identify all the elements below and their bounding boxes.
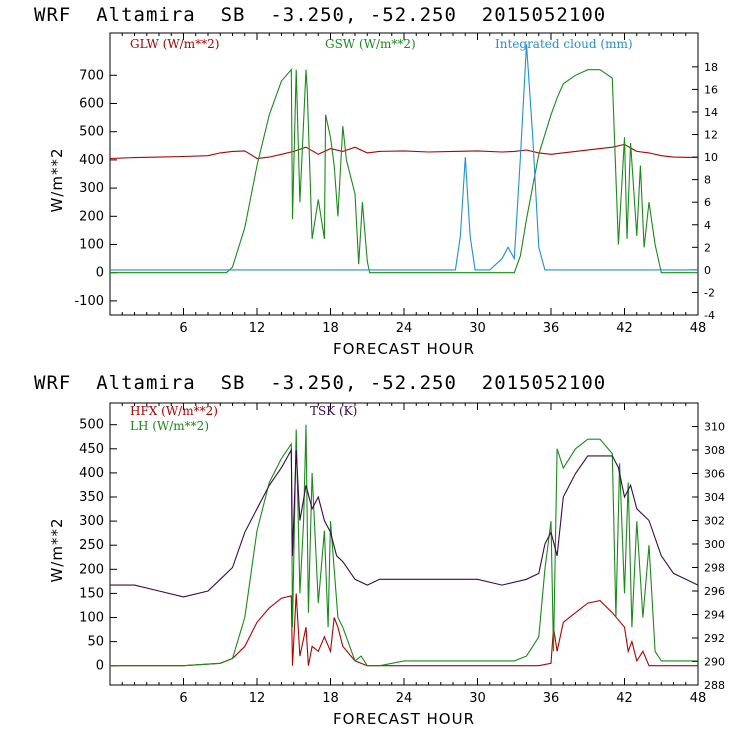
- y2-tick-label: 298: [704, 562, 725, 575]
- y2-tick-label: 292: [704, 632, 725, 645]
- x-tick-label: 36: [543, 691, 560, 706]
- y-axis-label: W/m**2: [48, 517, 66, 582]
- y2-tick-label: 302: [704, 515, 725, 528]
- series-line-0: [110, 593, 698, 667]
- x-tick-label: 18: [322, 321, 339, 336]
- y2-tick-label: -4: [704, 309, 715, 322]
- x-tick-label: 12: [249, 691, 266, 706]
- plot-frame: [109, 402, 699, 686]
- y2-tick-label: 310: [704, 421, 725, 434]
- axis-ticks: 6 12 18 24 30 36 42 48-100010020030040050060070…: [74, 33, 718, 336]
- y-tick-label: 350: [79, 490, 104, 505]
- x-axis-label: FORECAST HOUR: [333, 340, 475, 358]
- y2-tick-label: 4: [704, 219, 711, 232]
- x-axis-label: FORECAST HOUR: [333, 710, 475, 728]
- y-tick-label: 400: [79, 466, 104, 481]
- series-line-2: [110, 447, 699, 598]
- y-tick-label: 50: [87, 635, 104, 650]
- y-tick-label: 500: [79, 418, 104, 433]
- x-tick-label: 48: [690, 321, 707, 336]
- y2-tick-label: 306: [704, 468, 725, 481]
- y2-tick-label: 290: [704, 656, 725, 669]
- y-tick-label: 100: [79, 238, 104, 253]
- axis-ticks: 6 12 18 24 30 36 42 48 0 50 100 150 200 250 300 350 400 4…: [79, 403, 725, 706]
- legend-lh: LH (W/m**2): [130, 419, 209, 433]
- series-line-2: [110, 44, 698, 271]
- y2-tick-label: 300: [704, 538, 725, 551]
- series-line-1: [110, 424, 698, 667]
- y-tick-label: 600: [79, 97, 104, 112]
- x-tick-label: 6: [179, 691, 187, 706]
- y2-tick-label: 6: [704, 196, 711, 209]
- x-tick-label: 24: [396, 321, 413, 336]
- legend-glw: GLW (W/m**2): [130, 37, 219, 51]
- x-tick-label: 36: [543, 321, 560, 336]
- y2-tick-label: 10: [704, 151, 718, 164]
- y-tick-label: 450: [79, 442, 104, 457]
- legend-gsw: GSW (W/m**2): [325, 37, 416, 51]
- y-tick-label: 250: [79, 538, 104, 553]
- y-tick-label: 150: [79, 586, 104, 601]
- y-tick-label: 0: [96, 266, 104, 281]
- x-tick-label: 30: [469, 691, 486, 706]
- x-tick-label: 6: [179, 321, 187, 336]
- x-tick-label: 12: [249, 321, 266, 336]
- x-tick-label: 30: [469, 321, 486, 336]
- chart-bottom: 6 12 18 24 30 36 42 48 0 50 100 150 200 250 300 350 400 4…: [48, 402, 725, 728]
- y-tick-label: 500: [79, 125, 104, 140]
- y2-tick-label: 288: [704, 679, 725, 692]
- legend-cloud: Integrated cloud (mm): [495, 37, 633, 51]
- x-tick-label: 18: [322, 691, 339, 706]
- legend-hfx: HFX (W/m**2): [130, 404, 218, 418]
- y2-tick-label: 304: [704, 491, 725, 504]
- series-line-0: [109, 143, 699, 160]
- series-group: [110, 424, 699, 667]
- y2-tick-label: 14: [704, 106, 718, 119]
- y-tick-label: -100: [74, 294, 104, 309]
- y-tick-label: 300: [79, 514, 104, 529]
- y-tick-label: 300: [79, 181, 104, 196]
- y-tick-label: 200: [79, 209, 104, 224]
- y-tick-label: 200: [79, 562, 104, 577]
- y2-tick-label: 294: [704, 609, 725, 622]
- y2-tick-label: 12: [704, 129, 718, 142]
- y-tick-label: 100: [79, 611, 104, 626]
- panel1-title: WRF Altamira SB -3.250, -52.250 20150521…: [34, 4, 607, 26]
- y-axis-label: W/m**2: [48, 147, 66, 212]
- series-group: [109, 44, 699, 274]
- series-line-1: [110, 68, 698, 274]
- y2-tick-label: 296: [704, 585, 725, 598]
- y2-tick-label: 0: [704, 264, 711, 277]
- x-tick-label: 42: [616, 691, 633, 706]
- y2-tick-label: 2: [704, 241, 711, 254]
- legend-tsk: TSK (K): [310, 404, 357, 418]
- y2-tick-label: -2: [704, 286, 715, 299]
- y-tick-label: 0: [96, 659, 104, 674]
- y-tick-label: 700: [79, 68, 104, 83]
- x-tick-label: 24: [396, 691, 413, 706]
- x-tick-label: 48: [690, 691, 707, 706]
- y2-tick-label: 8: [704, 174, 711, 187]
- y2-tick-label: 16: [704, 83, 718, 96]
- chart-top: 6 12 18 24 30 36 42 48-100010020030040050060070…: [48, 32, 718, 358]
- y2-tick-label: 308: [704, 444, 725, 457]
- y-tick-label: 400: [79, 153, 104, 168]
- y2-tick-label: 18: [704, 61, 718, 74]
- panel2-title: WRF Altamira SB -3.250, -52.250 20150521…: [34, 372, 607, 394]
- x-tick-label: 42: [616, 321, 633, 336]
